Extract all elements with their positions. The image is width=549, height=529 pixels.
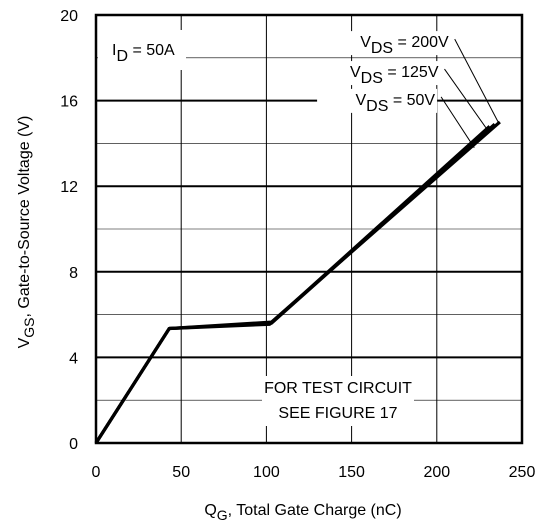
y-axis-label: VGS, Gate-to-Source Voltage (V): [16, 116, 37, 349]
series-label-bg: [320, 61, 441, 86]
x-tick-label: 50: [172, 464, 190, 481]
y-tick-label: 8: [69, 265, 78, 282]
series-leader-line: [454, 38, 499, 123]
x-axis-label-main: Q: [204, 502, 216, 519]
y-tick-label: 4: [69, 350, 78, 367]
x-tick-label: 100: [253, 464, 280, 481]
x-tick-label: 0: [92, 464, 101, 481]
series-label: VDS = 200V: [360, 34, 449, 57]
y-tick-label: 20: [60, 8, 78, 25]
x-tick-label: 250: [509, 464, 536, 481]
note-line-2: SEE FIGURE 17: [278, 405, 397, 422]
series-leader-line: [444, 68, 489, 131]
plot-frame: [94, 13, 524, 445]
y-tick-label: 0: [69, 436, 78, 453]
x-tick-labels: 0 50 100 150 200 250: [92, 464, 536, 481]
y-tick-labels: 0 4 8 12 16 20: [60, 8, 78, 453]
series-curves: [94, 120, 501, 444]
series-leader-line: [440, 96, 475, 148]
condition-label: ID = 50A: [98, 30, 186, 70]
x-axis-label-sub: G: [217, 507, 228, 523]
grid-lines: [96, 15, 522, 443]
series-label: VDS = 125V: [350, 64, 439, 87]
condition-main: I: [112, 42, 116, 59]
y-axis-label-rest: , Gate-to-Source Voltage (V): [16, 116, 33, 318]
svg-text:ID = 50A: ID = 50A: [112, 42, 175, 65]
series-label-bg: [330, 31, 451, 56]
test-circuit-note: FOR TEST CIRCUIT SEE FIGURE 17: [262, 376, 414, 426]
series-labels: VDS = 200V VDS = 125V VDS = 50V: [317, 31, 499, 148]
y-axis-label-sub: GS: [21, 317, 37, 337]
x-axis-label-rest: , Total Gate Charge (nC): [228, 502, 402, 519]
series-label-bg: [317, 88, 438, 113]
x-tick-label: 150: [338, 464, 365, 481]
y-tick-label: 12: [60, 179, 78, 196]
series-label: VDS = 50V: [355, 92, 435, 115]
x-axis-label: QG, Total Gate Charge (nC): [204, 502, 401, 523]
condition-sub: D: [116, 48, 128, 65]
note-line-1: FOR TEST CIRCUIT: [264, 380, 412, 397]
y-tick-label: 16: [60, 94, 78, 111]
condition-rest: = 50A: [128, 42, 175, 59]
series-line: [94, 125, 491, 444]
y-axis-label-main: V: [16, 337, 33, 348]
x-tick-label: 200: [423, 464, 450, 481]
